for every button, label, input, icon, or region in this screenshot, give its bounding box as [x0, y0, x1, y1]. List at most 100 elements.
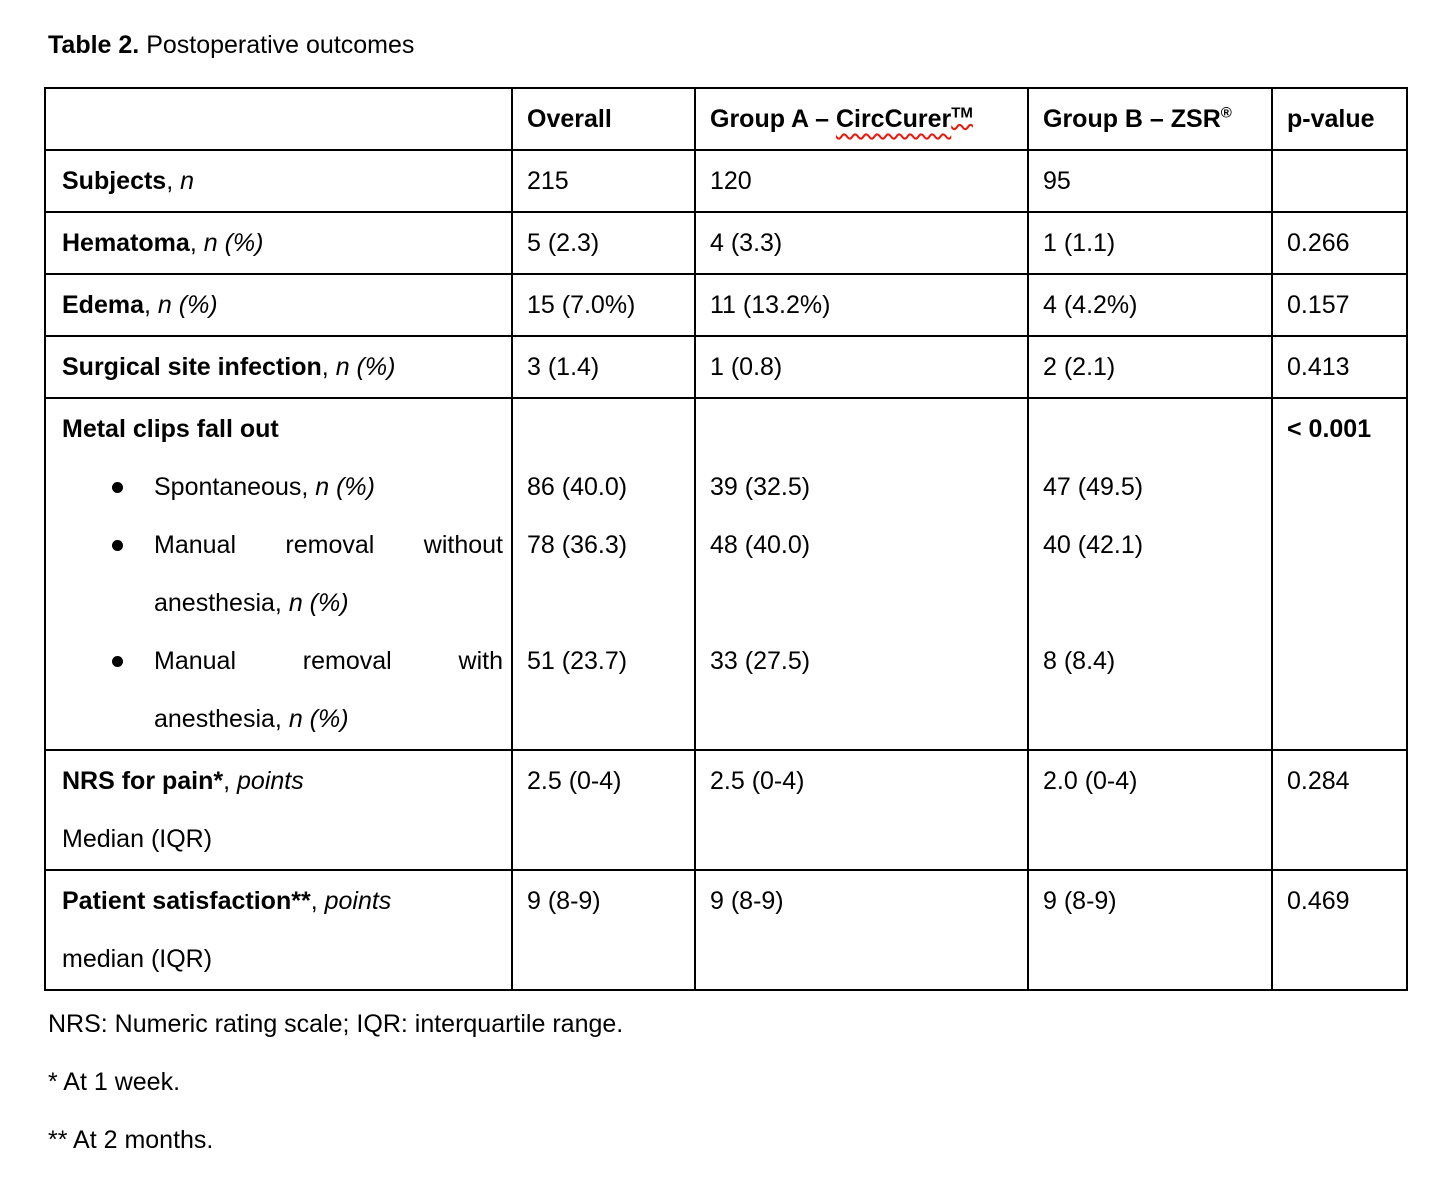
label-segment: , — [321, 353, 336, 381]
header-segment: Group B – ZSR — [1043, 105, 1221, 133]
value-segment: 9 (8-9) — [1043, 887, 1117, 915]
column-header-label: Group A – CircCurerTM — [710, 90, 1017, 148]
label-segment: anesthesia, — [154, 589, 289, 617]
label-segment: median (IQR) — [62, 945, 213, 973]
cell-value-line — [710, 574, 1017, 632]
cell-hematoma-group-b: 1 (1.1) — [1027, 211, 1273, 275]
label-segment: Patient satisfaction** — [62, 887, 311, 915]
row-label-subjects: Subjects, n — [44, 149, 513, 213]
label-segment: Subjects — [62, 167, 167, 195]
column-header-label — [44, 87, 513, 151]
label-segment: Spontaneous, — [154, 473, 316, 501]
value-segment: 0.157 — [1287, 291, 1350, 319]
value-segment: 11 (13.2%) — [710, 291, 831, 319]
cell-value-line: 2 (2.1) — [1043, 338, 1261, 396]
cell-value-line: 2.5 (0-4) — [527, 752, 684, 810]
value-segment: 48 (40.0) — [710, 531, 811, 559]
value-segment: 39 (32.5) — [710, 473, 811, 501]
value-segment: 40 (42.1) — [1043, 531, 1144, 559]
label-segment: Hematoma — [62, 229, 190, 257]
label-segment: , — [166, 167, 181, 195]
value-segment: 5 (2.3) — [527, 229, 600, 257]
cell-value-line: 39 (32.5) — [710, 458, 1017, 516]
cell-value-line: 0.284 — [1287, 752, 1396, 810]
footnote-one-asterisk: * At 1 week. — [48, 1068, 181, 1096]
label-segment: NRS for pain* — [62, 767, 224, 795]
value-segment: 2 (2.1) — [1043, 353, 1116, 381]
row-label-line: Surgical site infection, n (%) — [62, 338, 503, 396]
row-label-edema: Edema, n (%) — [44, 273, 513, 337]
value-segment: 4 (4.2%) — [1043, 291, 1138, 319]
column-header-p-value: p-value — [1271, 87, 1408, 151]
row-label-nrs-for-pain: NRS for pain*, points Median (IQR) — [44, 749, 513, 871]
cell-value-line: 2.5 (0-4) — [710, 752, 1017, 810]
cell-surgical-site-infection-overall: 3 (1.4) — [511, 335, 696, 399]
cell-edema-p-value: 0.157 — [1271, 273, 1408, 337]
column-header-group-a: Group A – CircCurerTM — [694, 87, 1029, 151]
cell-value-line: 9 (8-9) — [1043, 872, 1261, 930]
cell-value-line: 51 (23.7) — [527, 632, 684, 690]
label-segment: Metal clips fall out — [62, 415, 279, 443]
row-label-line: median (IQR) — [62, 930, 503, 988]
cell-value-line: 4 (3.3) — [710, 214, 1017, 272]
column-header-group-b: Group B – ZSR® — [1027, 87, 1273, 151]
header-segment: TM — [951, 104, 973, 122]
column-header-overall: Overall — [511, 87, 696, 151]
row-label-line: Subjects, n — [62, 152, 503, 210]
row-label-line: NRS for pain*, points — [62, 752, 503, 810]
header-segment: Overall — [527, 105, 612, 133]
table-header-row: Overall Group A – CircCurerTM Group B – ZS… — [44, 87, 1408, 151]
cell-subjects-group-a: 120 — [694, 149, 1029, 213]
table-row-patient-satisfaction: Patient satisfaction**, points median (IQ… — [44, 869, 1408, 991]
cell-value-line: 0.413 — [1287, 338, 1396, 396]
cell-value-line — [710, 400, 1017, 458]
column-header-label: Group B – ZSR® — [1043, 90, 1261, 148]
cell-value-line: 48 (40.0) — [710, 516, 1017, 574]
row-label-line: Patient satisfaction**, points — [62, 872, 503, 930]
cell-value-line: 47 (49.5) — [1043, 458, 1261, 516]
cell-patient-satisfaction-overall: 9 (8-9) — [511, 869, 696, 991]
label-segment: , — [310, 887, 325, 915]
cell-edema-group-b: 4 (4.2%) — [1027, 273, 1273, 337]
cell-value-line — [1043, 574, 1261, 632]
value-segment: 78 (36.3) — [527, 531, 628, 559]
table-footnotes: NRS: Numeric rating scale; IQR: interqua… — [48, 995, 1406, 1169]
label-segment: , — [223, 767, 238, 795]
list-item-continuation: anesthesia, n (%) — [62, 574, 503, 632]
value-segment: 2.5 (0-4) — [710, 767, 805, 795]
column-header-label: p-value — [1287, 90, 1396, 148]
cell-metal-clips-fall-out-p-value: < 0.001 — [1271, 397, 1408, 751]
cell-edema-overall: 15 (7.0%) — [511, 273, 696, 337]
row-label-line: Edema, n (%) — [62, 276, 503, 334]
cell-patient-satisfaction-p-value: 0.469 — [1271, 869, 1408, 991]
header-segment: p-value — [1287, 105, 1375, 133]
row-label-line: Metal clips fall out — [62, 400, 503, 458]
cell-patient-satisfaction-group-a: 9 (8-9) — [694, 869, 1029, 991]
cell-nrs-for-pain-p-value: 0.284 — [1271, 749, 1408, 871]
value-segment: 33 (27.5) — [710, 647, 811, 675]
footnote-two-asterisks: ** At 2 months. — [48, 1126, 214, 1154]
value-segment: 0.284 — [1287, 767, 1350, 795]
cell-nrs-for-pain-group-b: 2.0 (0-4) — [1027, 749, 1273, 871]
value-segment: 47 (49.5) — [1043, 473, 1144, 501]
cell-value-line: 2.0 (0-4) — [1043, 752, 1261, 810]
table-row-edema: Edema, n (%) 15 (7.0%) 11 (13.2%) 4 (4.2%) 0… — [44, 273, 1408, 337]
label-segment: Edema — [62, 291, 144, 319]
header-segment: CircCurer — [835, 105, 952, 133]
cell-patient-satisfaction-group-b: 9 (8-9) — [1027, 869, 1273, 991]
value-segment: 9 (8-9) — [527, 887, 601, 915]
bullet-list-item: Manual removal without — [62, 516, 503, 574]
cell-hematoma-overall: 5 (2.3) — [511, 211, 696, 275]
cell-value-line: 78 (36.3) — [527, 516, 684, 574]
label-segment: n (%) — [203, 229, 264, 257]
row-label-surgical-site-infection: Surgical site infection, n (%) — [44, 335, 513, 399]
cell-value-line: 4 (4.2%) — [1043, 276, 1261, 334]
label-segment: n — [180, 167, 195, 195]
cell-value-line: 40 (42.1) — [1043, 516, 1261, 574]
cell-metal-clips-fall-out-group-a: 39 (32.5) 48 (40.0) 33 (27.5) — [694, 397, 1029, 751]
table-row-subjects: Subjects, n 215 120 95 — [44, 149, 1408, 213]
cell-value-line: 95 — [1043, 152, 1261, 210]
cell-value-line: 1 (0.8) — [710, 338, 1017, 396]
label-segment: , — [189, 229, 204, 257]
